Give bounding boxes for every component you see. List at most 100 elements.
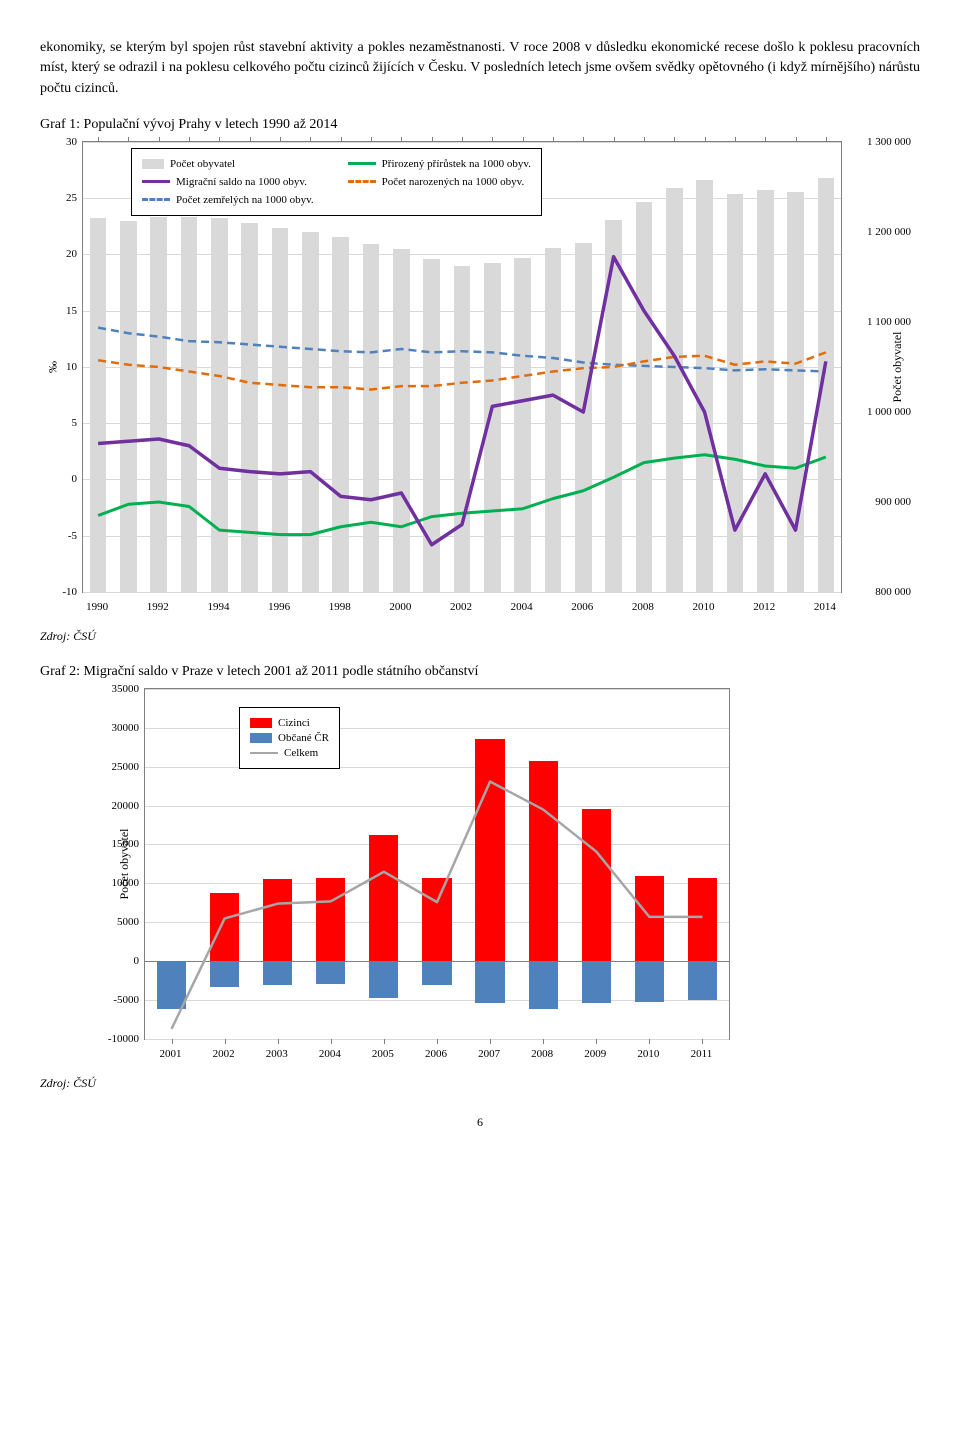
chart1-bar [211,218,228,592]
chart2-bar [263,879,292,961]
chart1-plot: Počet obyvatel Přirozený přírůstek na 10… [82,141,842,593]
chart1-ylabel-left: ‰ [46,361,61,373]
chart2-bar [582,809,611,961]
chart2-ytick: -10000 [95,1033,145,1045]
chart2-bar [635,876,664,961]
legend-label: Cizinci [278,717,310,729]
chart2-xtick: 2005 [372,1048,394,1060]
page-number: 6 [40,1115,920,1130]
chart2-xtick: 2004 [319,1048,341,1060]
chart1-ytick-left: 20 [33,248,83,260]
chart1-bar [696,180,713,592]
chart1-bar [241,223,258,592]
legend-item-natural: Přirozený přírůstek na 1000 obyv. [348,158,531,170]
chart1-ylabel-right: Počet obyvatel [890,331,905,402]
chart1-xtick: 1990 [86,601,108,613]
chart1-ytick-left: 25 [33,192,83,204]
chart2-bar [210,961,239,987]
chart2-xtick: 2010 [637,1048,659,1060]
chart2-bar [369,835,398,961]
legend-label: Počet obyvatel [170,158,235,170]
legend-label: Občané ČR [278,732,329,744]
chart1-xtick: 1994 [207,601,229,613]
chart2-title: Graf 2: Migrační saldo v Praze v letech … [40,664,920,680]
chart1-ytick-right: 800 000 [841,586,911,598]
chart1-bar [150,217,167,592]
legend-label: Celkem [284,747,318,759]
chart2-ytick: -5000 [95,994,145,1006]
chart2-bar [263,961,292,985]
chart2-ytick: 35000 [95,683,145,695]
chart1-bar [605,220,622,592]
legend-item-foreigners: Cizinci [250,717,329,729]
chart1-ytick-left: 15 [33,305,83,317]
legend-item-births: Počet narozených na 1000 obyv. [348,176,531,188]
chart2-bar [475,739,504,961]
chart1-bar [120,221,137,592]
chart2-xtick: 2011 [691,1048,713,1060]
chart2-ytick: 30000 [95,722,145,734]
chart2-xtick: 2001 [160,1048,182,1060]
chart1-bar [423,259,440,592]
chart2-bar [529,961,558,1009]
chart1-bar [757,190,774,592]
chart1-ytick-right: 1 100 000 [841,316,911,328]
chart2-plot: Cizinci Občané ČR Celkem -10000-50000500… [144,688,730,1040]
chart2-bar [157,961,186,1009]
chart1-ytick-right: 900 000 [841,496,911,508]
chart1-source: Zdroj: ČSÚ [40,629,920,644]
chart2-bar [688,878,717,961]
chart1-bar [514,258,531,592]
chart2-xtick: 2007 [478,1048,500,1060]
chart1-xtick: 1992 [147,601,169,613]
chart1-bar [393,249,410,592]
chart1-xtick: 2010 [693,601,715,613]
chart2-bar [369,961,398,998]
chart1-container: Počet obyvatel Přirozený přírůstek na 10… [40,141,920,621]
chart1-ytick-left: -5 [33,530,83,542]
chart1-bar [181,217,198,592]
chart2-xtick: 2008 [531,1048,553,1060]
chart1-ytick-right: 1 000 000 [841,406,911,418]
chart2-ytick: 0 [95,955,145,967]
chart1-bar [363,244,380,592]
chart2-bar [316,878,345,961]
chart2-bar [422,878,451,961]
intro-paragraph: ekonomiky, se kterým byl spojen růst sta… [40,38,920,99]
chart1-bar [787,192,804,592]
chart1-xtick: 2006 [571,601,593,613]
chart1-bar [818,178,835,592]
chart1-bar [90,218,107,592]
chart2-bar [422,961,451,985]
chart1-xtick: 1998 [329,601,351,613]
legend-item-czechs: Občané ČR [250,732,329,744]
chart1-xtick: 2004 [511,601,533,613]
chart2-source: Zdroj: ČSÚ [40,1076,920,1091]
chart2-xtick: 2002 [213,1048,235,1060]
chart1-bar [484,263,501,592]
chart1-bar [727,194,744,592]
chart2-bar [688,961,717,1000]
chart1-ytick-left: 30 [33,136,83,148]
chart1-xtick: 2014 [814,601,836,613]
chart1-bar [545,248,562,592]
legend-item-migration: Migrační saldo na 1000 obyv. [142,176,314,188]
chart1-bar [272,228,289,592]
chart2-ytick: 20000 [95,800,145,812]
chart2-legend: Cizinci Občané ČR Celkem [239,707,340,769]
legend-label: Migrační saldo na 1000 obyv. [176,176,307,188]
chart1-bar [575,243,592,592]
chart2-ylabel: Počet obyvatel [117,828,132,899]
chart2-ytick: 5000 [95,916,145,928]
chart1-xtick: 2002 [450,601,472,613]
chart2-bar [635,961,664,1001]
chart1-bar [332,237,349,592]
chart1-xtick: 2000 [389,601,411,613]
chart1-ytick-right: 1 300 000 [841,136,911,148]
chart1-ytick-left: -10 [33,586,83,598]
chart2-xtick: 2009 [584,1048,606,1060]
chart2-xtick: 2006 [425,1048,447,1060]
chart2-xtick: 2003 [266,1048,288,1060]
chart1-xtick: 2012 [753,601,775,613]
legend-item-deaths: Počet zemřelých na 1000 obyv. [142,194,314,206]
